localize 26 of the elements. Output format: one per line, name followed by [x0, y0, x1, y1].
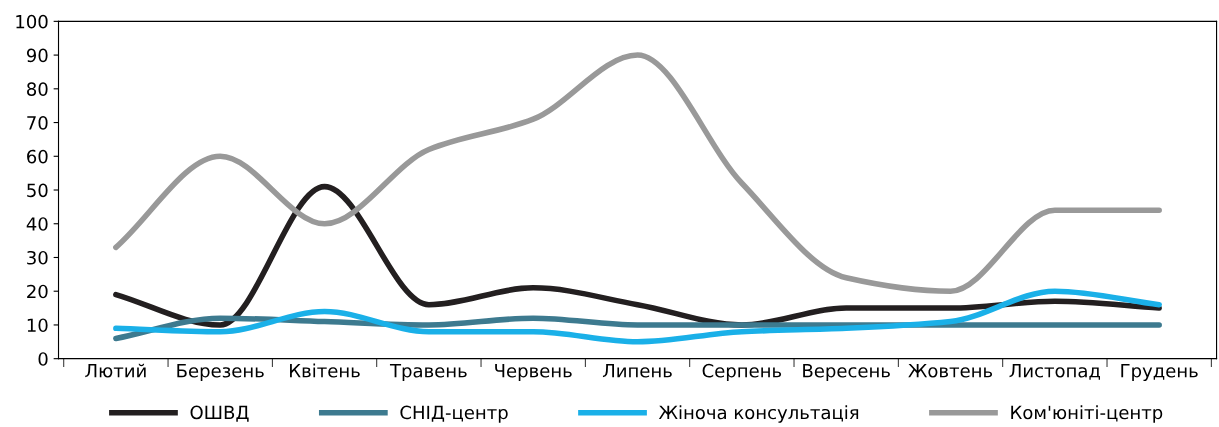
- x-tick-label: Липень: [602, 364, 672, 378]
- y-tick-label: 80: [27, 82, 48, 96]
- y-tick-label: 60: [27, 149, 48, 164]
- x-tick-label: Березень: [177, 364, 264, 382]
- x-tick-label: Грудень: [1121, 364, 1198, 382]
- x-tick-label: Жовтень: [908, 364, 993, 378]
- x-tick-label: Листопад: [1009, 364, 1100, 380]
- y-tick-label: 20: [27, 284, 48, 299]
- legend-label: ОШВД: [190, 405, 249, 422]
- y-tick-label: 50: [27, 183, 48, 198]
- x-tick-label: Червень: [495, 364, 572, 382]
- x-tick-label: Лютий: [85, 363, 146, 378]
- y-tick-label: 0: [38, 352, 48, 366]
- legend-label: Жіноча консультація: [658, 405, 859, 423]
- y-tick-label: 90: [26, 48, 48, 63]
- x-tick-label: Серпень: [702, 363, 782, 382]
- y-tick-label: 30: [27, 250, 48, 265]
- y-tick-label: 40: [26, 217, 48, 231]
- x-tick-label: Квітень: [290, 363, 360, 378]
- y-tick-label: 100: [16, 14, 48, 29]
- x-tick-label: Вересень: [803, 364, 890, 382]
- legend-label: СНІД-центр: [400, 405, 508, 423]
- legend-label: Ком'юніті-центр: [1011, 405, 1163, 423]
- y-tick-label: 10: [27, 318, 48, 333]
- x-tick-label: Травень: [389, 364, 467, 382]
- y-tick-label: 70: [27, 116, 48, 130]
